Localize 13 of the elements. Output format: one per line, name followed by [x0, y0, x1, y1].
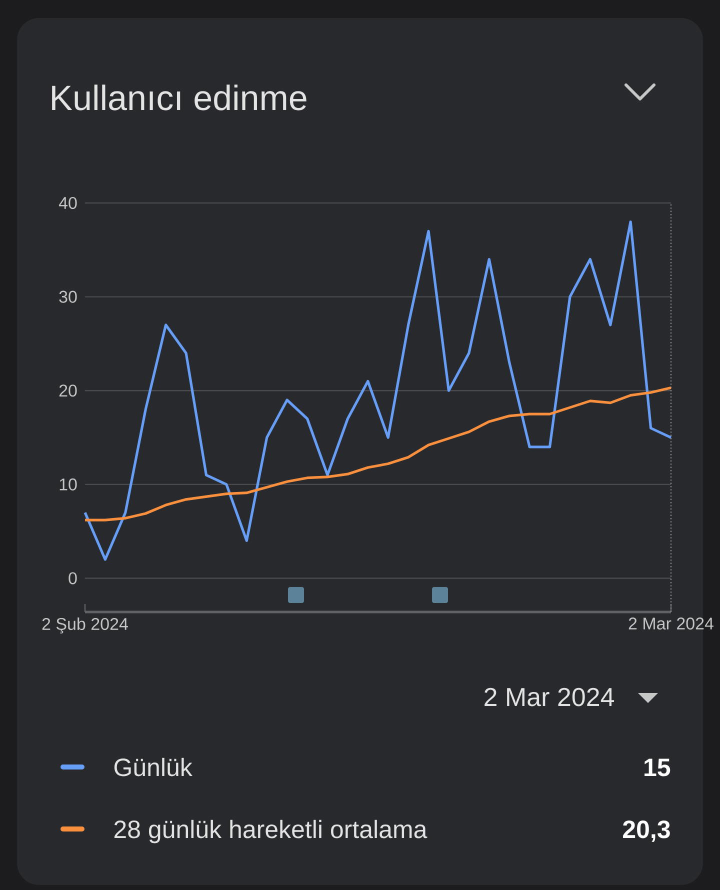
line-series [84, 220, 672, 561]
y-tick-label: 0 [68, 572, 77, 584]
text: 2 Mar 2024 [484, 688, 614, 706]
legend-label: Günlük [114, 758, 192, 776]
y-tick-label: 30 [59, 290, 77, 303]
chart-title: Kullanıcı edinme [52, 84, 306, 110]
y-tick-label: 10 [60, 478, 77, 490]
y-tick-label: 40 [58, 196, 77, 210]
text: 20,3 [623, 820, 670, 842]
legend-label: 28 günlük hareketli ortalama [114, 820, 428, 844]
text: 15 [644, 758, 670, 776]
y-tick-label: 20 [59, 384, 77, 397]
x-tick-label: 2 Şub 2024 [42, 618, 128, 634]
